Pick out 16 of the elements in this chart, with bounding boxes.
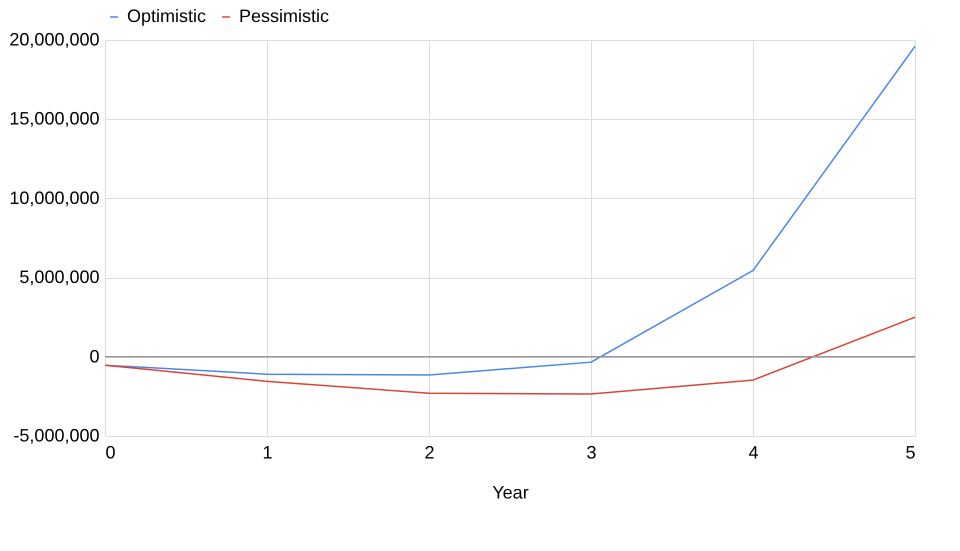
x-tick-label: 1 [262,442,273,462]
line-series [104,316,916,395]
x-axis-title: Year [492,482,529,502]
y-tick-label: 10,000,000 [9,188,100,208]
legend-label: Pessimistic [239,6,330,26]
y-tick-label: 15,000,000 [9,108,100,129]
y-tick-label: 0 [89,346,100,366]
y-tick-label: 20,000,000 [9,30,100,50]
x-tick-label: 5 [905,442,916,462]
legend-label: Optimistic [127,6,206,26]
y-tick-label: -5,000,000 [13,426,100,446]
x-tick-label: 0 [106,442,116,462]
x-tick-label: 3 [586,442,597,462]
x-tick-label: 2 [424,442,435,462]
y-tick-label: 5,000,000 [19,267,100,288]
x-tick-label: 4 [748,442,759,462]
